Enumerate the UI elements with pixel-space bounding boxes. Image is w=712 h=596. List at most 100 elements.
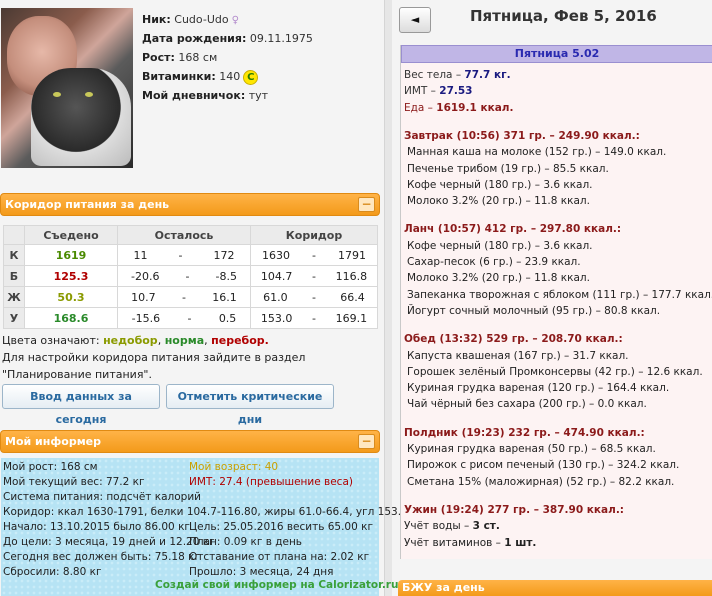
informer-row-0-right: Мой возраст: 40 — [189, 461, 279, 473]
informer-title: Мой информер — [5, 435, 102, 448]
meal-item: Пирожок с рисом печеный (130 гр.) – 324.… — [407, 459, 680, 472]
range-min: 153.0 — [260, 311, 293, 325]
vitamin-c-icon: C — [243, 69, 259, 85]
range-max: -8.5 — [215, 269, 237, 283]
corridor-row: Ж 50.3 10.7 - 16.1 61.0 - 66.4 — [3, 286, 378, 308]
corridor-legend: Цвета означают: недобор, норма, перебор.… — [2, 332, 382, 383]
day-header[interactable]: Пятница 5.02 — [401, 45, 712, 63]
diary-link[interactable]: тут — [248, 89, 269, 102]
nick-row: Ник: Cudo-Udo ♀ — [142, 10, 313, 29]
corridor-table: Съедено Осталось Коридор К 1619 11 - 172 1630… — [3, 225, 378, 329]
meal-title[interactable]: Обед (13:32) 529 гр. – 208.70 ккал.: — [404, 333, 623, 346]
weight-value: 77.7 кг. — [464, 69, 511, 81]
meal-item: Печенье трибом (19 гр.) – 85.5 ккал. — [407, 162, 609, 175]
minimize-icon[interactable]: − — [358, 434, 375, 449]
mark-critical-days-button[interactable]: Отметить критические дни — [166, 384, 334, 426]
food-line: Еда – 1619.1 ккал. — [404, 100, 513, 116]
bmi-label: ИМТ – — [404, 85, 440, 98]
water-label: Учёт воды – — [404, 520, 473, 533]
meal-title[interactable]: Ланч (10:57) 412 гр. – 297.80 ккал.: — [404, 223, 622, 236]
range-min: 10.7 — [131, 290, 156, 304]
bmi-line: ИМТ – 27.53 — [404, 83, 472, 99]
informer-row-3-left: Коридор: ккал 1630-1791, белки 104.7-116… — [3, 506, 442, 518]
meal-item: Капуста квашеная (167 гр.) – 31.7 ккал. — [407, 349, 629, 362]
corridor-header-corridor: Коридор — [250, 225, 378, 245]
meal-item: Кофе черный (180 гр.) – 3.6 ккал. — [407, 239, 593, 252]
meal-title[interactable]: Полдник (19:23) 232 гр. – 474.90 ккал.: — [404, 426, 645, 439]
vitamins-label: Учёт витаминов – — [404, 536, 505, 549]
legend-prefix: Цвета означают: — [2, 334, 100, 347]
corridor-left-range: -20.6 - -8.5 — [117, 265, 251, 287]
meal-title[interactable]: Завтрак (10:56) 371 гр. – 249.90 ккал.: — [404, 129, 640, 142]
corridor-row-label: У — [3, 307, 25, 329]
legend-norm: норма — [164, 334, 205, 347]
legend-over: перебор. — [211, 334, 269, 347]
enter-today-data-button[interactable]: Ввод данных за сегодня — [2, 384, 160, 426]
minimize-icon[interactable]: − — [358, 197, 375, 212]
corridor-header-blank — [3, 225, 25, 245]
vitamins-line: Учёт витаминов – 1 шт. — [404, 535, 536, 551]
arrow-left-icon: ◄ — [410, 13, 420, 26]
corridor-panel-header[interactable]: Коридор питания за день − — [0, 193, 380, 216]
cat-eye-right — [85, 92, 93, 97]
informer-panel-header[interactable]: Мой информер − — [0, 430, 380, 453]
corridor-left-range: 10.7 - 16.1 — [117, 286, 251, 308]
range-dash: - — [312, 311, 316, 325]
range-min: 104.7 — [260, 269, 293, 283]
range-max: 1791 — [337, 248, 366, 262]
nick-label: Ник: — [142, 13, 171, 26]
vitamins-row: Витаминки: 140 C — [142, 67, 313, 86]
meal-item: Молоко 3.2% (20 гр.) – 11.8 ккал. — [407, 272, 590, 285]
range-dash: - — [181, 290, 186, 304]
range-max: 0.5 — [218, 311, 237, 325]
avatar[interactable] — [1, 8, 133, 168]
corridor-note-line2[interactable]: "Планирование питания". — [2, 368, 152, 381]
informer-box: Мой рост: 168 см Мой возраст: 40 Мой тек… — [1, 458, 442, 596]
bju-panel-header[interactable]: БЖУ за день — [398, 580, 712, 596]
meal-item: Йогурт сочный молочный (95 гр.) – 80.8 к… — [407, 304, 661, 317]
corridor-row-label: Ж — [3, 286, 25, 308]
legend-sep-1: , — [157, 334, 162, 347]
food-label: Еда – — [404, 101, 437, 114]
date-title: Пятница, Фев 5, 2016 — [470, 7, 657, 25]
range-dash: - — [312, 269, 316, 283]
meal-item: Запеканка творожная с яблоком (111 гр.) … — [407, 288, 712, 301]
legend-sep-2: , — [204, 334, 208, 347]
height-value: 168 см — [178, 51, 218, 64]
meal-item: Чай чёрный без сахара (200 гр.) – 0.0 кк… — [407, 398, 647, 411]
meal-item: Куриная грудка вареная (50 гр.) – 68.5 к… — [407, 443, 656, 455]
nick-value[interactable]: Cudo-Udo — [174, 13, 229, 26]
informer-row-7-right: Прошло: 3 месяца, 24 дня — [189, 566, 334, 578]
profile-info: Ник: Cudo-Udo ♀ Дата рождения: 09.11.1975… — [142, 10, 313, 105]
informer-row-7-left: Сбросили: 8.80 кг — [3, 566, 102, 578]
range-max: 16.1 — [212, 290, 237, 304]
informer-row-4-left: Начало: 13.10.2015 было 86.00 кг — [3, 521, 190, 533]
corridor-eaten-value: 50.3 — [24, 286, 118, 308]
vitamins-value: 140 — [219, 70, 241, 83]
corridor-row-label: Б — [3, 265, 25, 287]
meal-item: Горошек зелёный Промконсервы (42 гр.) – … — [407, 365, 703, 378]
corridor-left-range: -15.6 - 0.5 — [117, 307, 251, 329]
meal-item: Куриная грудка вареная (120 гр.) – 164.4… — [407, 382, 670, 395]
range-min: 1630 — [262, 248, 290, 262]
corridor-eaten-value: 125.3 — [24, 265, 118, 287]
cat-eye-left — [53, 92, 61, 97]
range-dash: - — [187, 311, 192, 325]
legend-under: недобор — [103, 334, 158, 347]
meal-title[interactable]: Ужин (19:24) 277 гр. – 387.90 ккал.: — [404, 503, 625, 516]
birth-value: 09.11.1975 — [249, 32, 313, 45]
informer-footer-link[interactable]: Создай свой информер на Calorizator.ru — [155, 579, 399, 591]
informer-row-5-left: До цели: 3 месяца, 19 дней и 12.20 кг — [3, 536, 215, 548]
food-value: 1619.1 ккал. — [436, 101, 514, 114]
height-row: Рост: 168 см — [142, 48, 313, 67]
corridor-eaten-value: 1619 — [24, 244, 118, 266]
avatar-cat — [31, 68, 131, 166]
column-divider — [384, 0, 393, 596]
corridor-row-label: К — [3, 244, 25, 266]
corridor-range: 153.0 - 169.1 — [250, 307, 378, 329]
meal-item: Сметана 15% (маложирная) (52 гр.) – 82.2… — [407, 475, 675, 488]
prev-day-button[interactable]: ◄ — [399, 7, 431, 33]
corridor-eaten-value: 168.6 — [24, 307, 118, 329]
birth-label: Дата рождения: — [142, 32, 247, 45]
informer-row-0-left: Мой рост: 168 см — [3, 461, 98, 473]
